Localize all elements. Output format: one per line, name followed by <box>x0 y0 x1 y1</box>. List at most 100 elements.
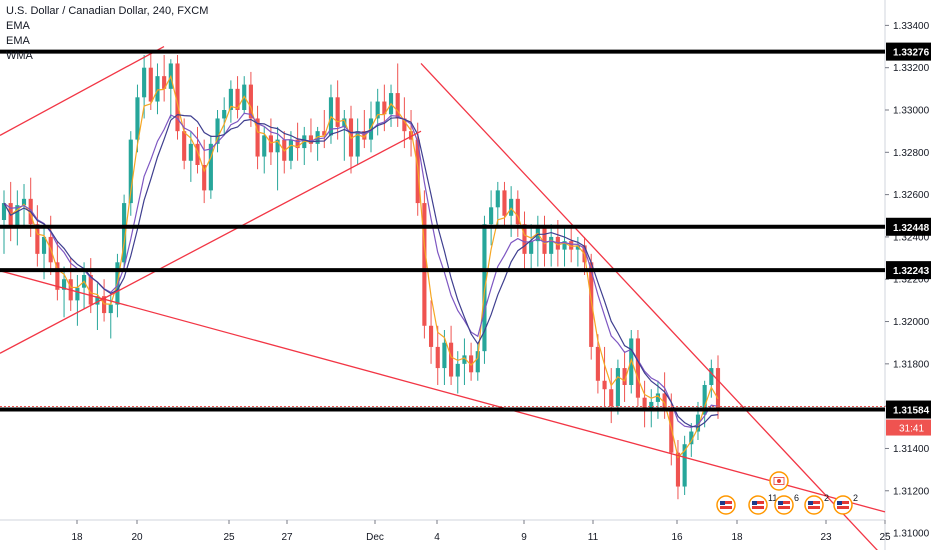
candle-body[interactable] <box>635 338 640 398</box>
candle-body[interactable] <box>355 131 360 157</box>
candle-body[interactable] <box>428 325 434 347</box>
trendline[interactable] <box>0 130 422 354</box>
candle-body[interactable] <box>175 63 180 132</box>
candle-body[interactable] <box>655 393 661 402</box>
candle-body[interactable] <box>689 431 694 445</box>
candle-body[interactable] <box>562 241 567 250</box>
candle-body[interactable] <box>715 368 721 411</box>
candle-body[interactable] <box>435 346 440 369</box>
countdown-tag <box>886 419 931 436</box>
candle-body[interactable] <box>649 401 654 411</box>
candle-body[interactable] <box>21 198 27 206</box>
candle-body[interactable] <box>35 224 40 254</box>
candle-body[interactable] <box>15 205 20 227</box>
candle-body[interactable] <box>188 143 193 161</box>
candle-body[interactable] <box>41 236 47 254</box>
candle-body[interactable] <box>382 101 387 115</box>
candle-body[interactable] <box>515 198 520 225</box>
candle-body[interactable] <box>408 131 414 140</box>
candle-body[interactable] <box>495 190 500 208</box>
candle-body[interactable] <box>422 203 427 326</box>
candle-body[interactable] <box>362 131 367 140</box>
candle-body[interactable] <box>462 355 467 364</box>
wma-line[interactable] <box>3 113 719 428</box>
candle-body[interactable] <box>308 135 314 144</box>
candle-body[interactable] <box>215 118 220 144</box>
candle-body[interactable] <box>489 207 494 225</box>
candle-body[interactable] <box>402 118 407 132</box>
candle-body[interactable] <box>682 444 687 487</box>
trendline[interactable] <box>420 63 885 550</box>
candle-body[interactable] <box>549 236 554 254</box>
candle-body[interactable] <box>449 342 454 377</box>
legend-indicator-wma[interactable]: WMA <box>6 50 33 62</box>
candle-body[interactable] <box>95 296 100 305</box>
candle-body[interactable] <box>222 110 227 119</box>
candle-body[interactable] <box>295 139 300 149</box>
candle-body[interactable] <box>195 143 200 165</box>
trendline[interactable] <box>0 270 886 513</box>
candle-body[interactable] <box>288 139 294 161</box>
candle-body[interactable] <box>55 262 60 290</box>
candle-body[interactable] <box>88 275 93 305</box>
candle-body[interactable] <box>202 165 207 191</box>
candle-body[interactable] <box>522 224 527 254</box>
candle-body[interactable] <box>455 363 460 377</box>
candle-body[interactable] <box>662 393 667 411</box>
candle-body[interactable] <box>335 97 340 127</box>
candle-body[interactable] <box>322 131 327 136</box>
candle-body[interactable] <box>395 93 400 119</box>
candle-body[interactable] <box>609 389 614 407</box>
candle-body[interactable] <box>368 118 374 140</box>
candle-body[interactable] <box>155 76 160 102</box>
candle-body[interactable] <box>675 452 681 487</box>
candle-body[interactable] <box>228 88 233 110</box>
candle-body[interactable] <box>475 351 480 373</box>
candle-body[interactable] <box>622 368 627 385</box>
candle-body[interactable] <box>208 143 213 191</box>
candle-body[interactable] <box>469 355 474 373</box>
candle-body[interactable] <box>61 279 67 290</box>
candle-body[interactable] <box>182 131 187 161</box>
candle-body[interactable] <box>1 203 7 220</box>
candle-body[interactable] <box>589 262 594 347</box>
candle-body[interactable] <box>642 397 647 411</box>
candle-body[interactable] <box>569 241 574 250</box>
candle-body[interactable] <box>235 88 240 110</box>
candle-body[interactable] <box>75 287 80 301</box>
candle-body[interactable] <box>709 368 714 385</box>
candle-body[interactable] <box>529 241 534 254</box>
candle-body[interactable] <box>275 139 280 153</box>
legend-indicator-ema-2[interactable]: EMA <box>6 35 30 47</box>
candle-body[interactable] <box>122 203 127 263</box>
candle-body[interactable] <box>595 346 600 381</box>
candle-body[interactable] <box>148 67 153 102</box>
candle-body[interactable] <box>542 228 547 254</box>
candle-body[interactable] <box>255 118 260 157</box>
candle-body[interactable] <box>702 385 707 415</box>
candle-body[interactable] <box>602 380 607 390</box>
candle-body[interactable] <box>262 135 267 157</box>
ema-fast-line[interactable] <box>3 74 719 459</box>
candle-body[interactable] <box>509 198 514 216</box>
candle-body[interactable] <box>128 139 133 204</box>
candle-body[interactable] <box>695 414 701 432</box>
candle-body[interactable] <box>135 97 140 140</box>
candle-body[interactable] <box>268 135 273 153</box>
candle-body[interactable] <box>142 67 147 98</box>
trendline[interactable] <box>0 45 165 136</box>
candle-body[interactable] <box>575 245 580 250</box>
candle-body[interactable] <box>442 342 447 369</box>
candle-body[interactable] <box>375 101 380 119</box>
candle-body[interactable] <box>615 368 620 407</box>
legend-indicator-ema-1[interactable]: EMA <box>6 20 30 32</box>
candle-body[interactable] <box>669 410 674 453</box>
candle-body[interactable] <box>502 190 507 216</box>
candle-body[interactable] <box>248 84 253 119</box>
candle-body[interactable] <box>342 118 347 127</box>
candle-body[interactable] <box>108 304 113 314</box>
candle-body[interactable] <box>102 296 107 314</box>
candle-body[interactable] <box>162 76 167 89</box>
